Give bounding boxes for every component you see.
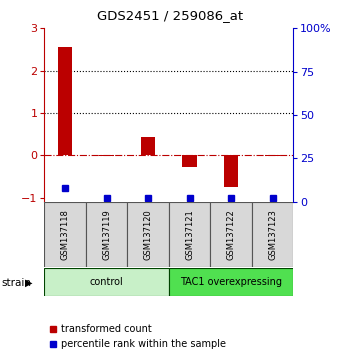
Bar — [252, 202, 293, 267]
Text: GSM137119: GSM137119 — [102, 209, 111, 260]
Text: TAC1 overexpressing: TAC1 overexpressing — [180, 277, 282, 287]
Text: GSM137121: GSM137121 — [185, 209, 194, 260]
Bar — [44, 268, 169, 296]
Text: control: control — [90, 277, 123, 287]
Text: ▶: ▶ — [25, 278, 32, 288]
Bar — [44, 202, 86, 267]
Bar — [224, 155, 238, 187]
Legend: transformed count, percentile rank within the sample: transformed count, percentile rank withi… — [49, 324, 226, 349]
Text: GSM137122: GSM137122 — [226, 209, 236, 260]
Bar — [99, 155, 114, 156]
Text: strain: strain — [2, 278, 32, 288]
Bar — [182, 155, 197, 167]
Text: GDS2451 / 259086_at: GDS2451 / 259086_at — [98, 9, 243, 22]
Bar — [86, 202, 127, 267]
Text: GSM137118: GSM137118 — [61, 209, 70, 260]
Bar — [265, 155, 280, 156]
Text: GSM137120: GSM137120 — [144, 209, 152, 260]
Bar — [127, 202, 169, 267]
Bar — [169, 268, 293, 296]
Bar — [58, 47, 72, 155]
Bar — [169, 202, 210, 267]
Text: GSM137123: GSM137123 — [268, 209, 277, 260]
Bar — [210, 202, 252, 267]
Bar — [141, 137, 155, 155]
